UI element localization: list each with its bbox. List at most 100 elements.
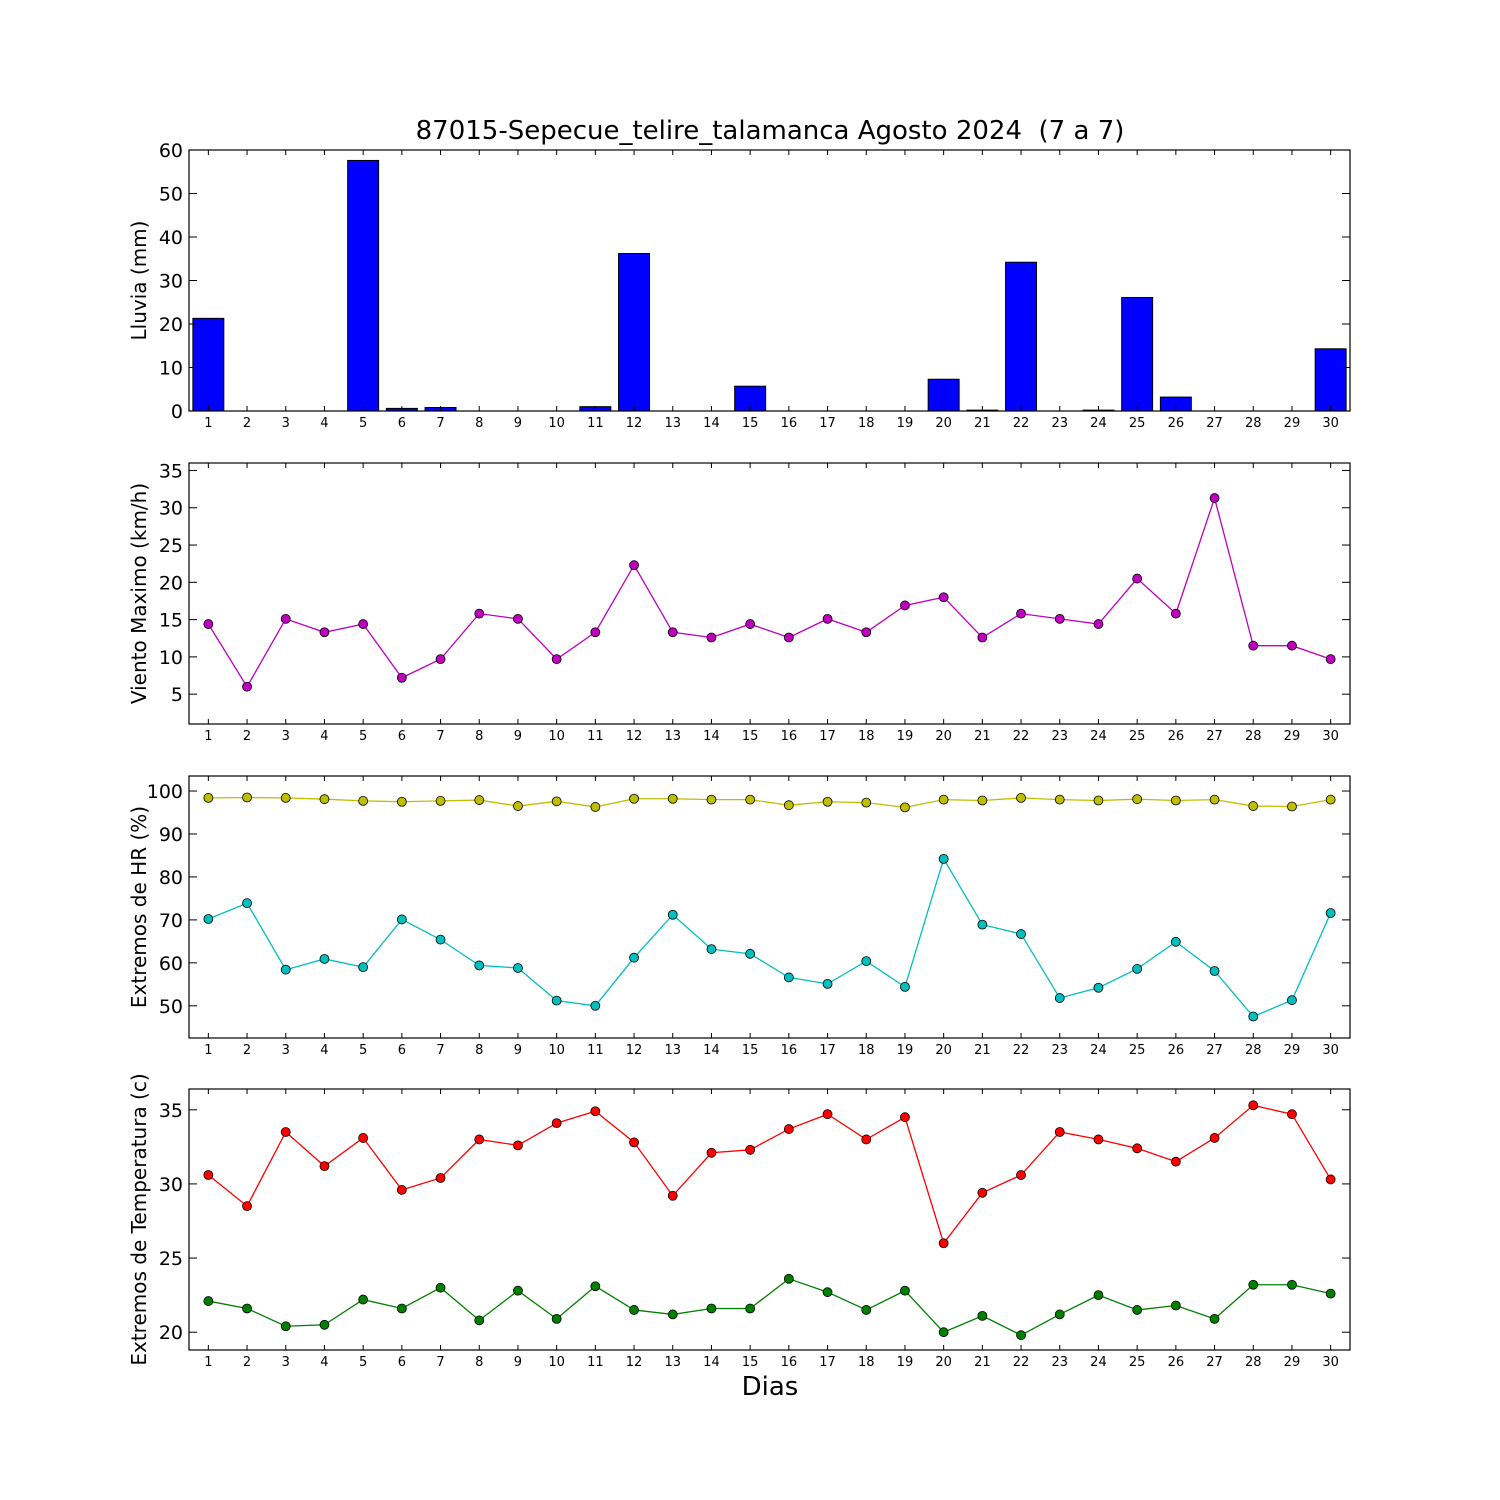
y-tick-label: 70 [159,910,183,932]
data-point [822,1287,833,1298]
x-tick-label: 15 [742,416,759,431]
data-point [435,934,446,945]
x-tick-label: 6 [398,416,406,431]
data-point [242,792,252,803]
data-point [1093,795,1104,806]
data-point [706,794,717,805]
data-point [319,794,330,805]
data-point [900,802,910,813]
x-tick-label: 29 [1284,729,1301,744]
x-tick-label: 5 [359,729,367,744]
data-point [629,952,639,963]
x-axis-label: Dias [741,1372,799,1402]
y-tick-label: 35 [159,460,183,482]
data-point [745,794,756,805]
data-point [900,1285,910,1296]
data-point [203,1296,214,1306]
data-point [783,972,794,983]
x-tick-label: 27 [1206,1043,1223,1058]
data-point [590,627,601,638]
x-tick-label: 28 [1245,1043,1262,1058]
data-point [938,1327,949,1338]
series-line-2 [208,1278,1331,1336]
x-tick-label: 4 [320,1043,328,1058]
x-tick-label: 1 [204,729,212,744]
data-point [938,853,949,864]
x-tick-label: 7 [436,1043,444,1058]
x-tick-label: 4 [320,1355,328,1370]
x-tick-label: 18 [858,1355,875,1370]
x-tick-label: 3 [282,1355,290,1370]
data-point [667,793,678,804]
data-point [745,948,756,959]
x-tick-label: 20 [935,1043,952,1058]
data-point [1170,1300,1181,1311]
data-point [861,956,872,967]
x-tick-label: 9 [514,1043,522,1058]
data-point [1209,966,1220,976]
data-point [280,1321,291,1332]
data-point [513,1285,523,1296]
data-point [242,1201,252,1212]
y-axis-label: Viento Maximo (km/h) [127,483,151,704]
data-point [1170,608,1181,619]
y-tick-label: 25 [159,1248,183,1270]
series-line-1 [208,796,1331,809]
x-tick-label: 13 [664,416,681,431]
x-tick-label: 14 [703,416,720,431]
data-point [551,796,562,807]
x-tick-label: 17 [819,1355,836,1370]
data-point [1287,995,1297,1006]
x-tick-label: 21 [974,1043,991,1058]
data-point [667,1309,678,1320]
data-point [513,1140,523,1151]
data-point [977,1187,988,1198]
data-point [900,981,910,992]
data-point [629,793,639,804]
x-tick-label: 19 [897,416,914,431]
data-point [1093,982,1104,993]
x-tick-label: 21 [974,729,991,744]
x-tick-label: 14 [703,1355,720,1370]
bar [347,159,380,412]
x-tick-label: 2 [243,416,251,431]
y-tick-label: 30 [159,1174,183,1196]
x-tick-label: 5 [359,1043,367,1058]
data-point [358,1294,369,1305]
x-tick-label: 21 [974,416,991,431]
data-point [861,797,872,808]
data-point [1325,1174,1336,1185]
x-tick-label: 12 [626,1355,643,1370]
chart-title: 87015-Sepecue_telire_talamanca Agosto 20… [415,116,1125,146]
data-point [1132,1305,1143,1315]
x-tick-label: 26 [1168,1043,1185,1058]
y-tick-label: 20 [159,1322,183,1344]
data-point [783,800,794,811]
y-tick-label: 20 [159,572,183,594]
bar [1005,261,1038,412]
data-point [822,978,833,989]
x-tick-label: 16 [781,729,798,744]
data-point [1170,795,1181,806]
data-point [1170,936,1181,947]
data-point [551,654,562,665]
data-point [706,632,717,643]
y-tick-label: 5 [171,684,183,706]
x-tick-label: 23 [1051,1355,1068,1370]
x-tick-label: 7 [436,416,444,431]
x-tick-label: 23 [1051,729,1068,744]
y-tick-label: 30 [159,498,183,520]
x-tick-label: 14 [703,729,720,744]
x-tick-label: 16 [781,416,798,431]
x-tick-label: 11 [587,1355,604,1370]
data-point [435,1282,446,1293]
x-tick-label: 17 [819,1043,836,1058]
data-point [900,1112,910,1123]
x-tick-label: 9 [514,1355,522,1370]
data-point [280,613,291,624]
x-tick-label: 22 [1013,416,1030,431]
data-point [1325,908,1336,918]
x-tick-label: 22 [1013,1043,1030,1058]
data-point [358,796,369,806]
